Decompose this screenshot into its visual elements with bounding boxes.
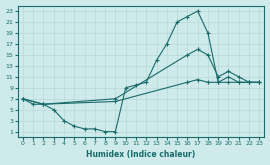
X-axis label: Humidex (Indice chaleur): Humidex (Indice chaleur)	[86, 150, 196, 159]
